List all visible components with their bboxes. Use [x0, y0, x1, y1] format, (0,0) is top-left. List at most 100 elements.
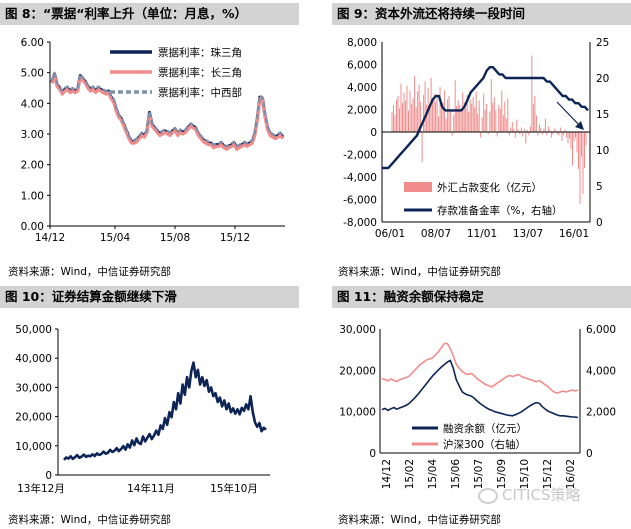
bar [582, 132, 584, 194]
bar [454, 80, 456, 133]
bar [549, 129, 551, 132]
y-tick-label: 6.00 [21, 37, 44, 49]
bar [508, 132, 510, 136]
x-tick-label: 16/01 [559, 228, 589, 240]
source-note-fig10: 资料来源：Wind，中信证券研究部 [8, 514, 171, 526]
x-tick-label: 15/09 [496, 459, 508, 489]
y-tick-label-left: -2,000 [343, 150, 377, 162]
watermark: CITICS策略 [478, 484, 580, 505]
chart-fig8: 0.00 1.00 2.00 3.00 4.00 5.00 6.00 14/12 15/04 15… [21, 37, 285, 244]
bar [567, 132, 569, 144]
bar [400, 83, 402, 132]
x-tick-label: 13年12月 [17, 482, 65, 495]
bar [504, 101, 506, 132]
bar [432, 99, 434, 132]
bar [397, 96, 399, 132]
bar [498, 105, 500, 132]
x-tick-label: 06/01 [375, 228, 405, 240]
y-tick-label-left: -4,000 [343, 172, 377, 184]
bar [510, 127, 512, 132]
bar [538, 124, 540, 132]
x-tick-label: 15年10月 [210, 482, 258, 495]
y-tick-label-right: 20 [596, 73, 609, 85]
bar [474, 107, 476, 132]
bar [442, 102, 444, 133]
y-tick-label-left: 20,000 [339, 365, 376, 377]
bar [475, 91, 477, 132]
bar [522, 132, 524, 137]
x-tick-label: 14年11月 [127, 482, 175, 495]
bar [412, 98, 414, 133]
bar [450, 109, 452, 132]
y-tick-label: 10,000 [15, 441, 52, 453]
x-tick-label: 11/01 [467, 228, 497, 240]
chart-fig9: -8,000 -6,000 -4,000 -2,000 0 2,000 4,000 6,000… [343, 37, 609, 240]
bar [575, 132, 576, 138]
legend-label: 融资余额（亿元） [443, 422, 527, 435]
y-tick-label-right: 0 [586, 448, 593, 460]
bar [517, 129, 519, 132]
x-tick-label: 15/07 [473, 459, 485, 489]
bar [457, 100, 459, 132]
bar [402, 102, 403, 133]
bar [570, 132, 572, 149]
y-tick-label-right: 4,000 [586, 365, 616, 377]
bar [564, 129, 566, 132]
bar [552, 132, 554, 135]
bar [559, 127, 561, 132]
x-tick-label: 14/12 [35, 232, 65, 244]
x-tick-label: 15/08 [160, 232, 190, 244]
bar [465, 108, 467, 132]
bar [529, 126, 531, 132]
bar [511, 121, 513, 132]
x-tick-label: 15/06 [450, 459, 462, 490]
bar [460, 110, 462, 132]
x-tick-label: 08/07 [421, 228, 451, 240]
bar [463, 102, 465, 133]
bar [486, 103, 488, 132]
bar [466, 94, 468, 132]
y-tick-label-left: 0 [369, 448, 376, 460]
legend-swatch-bars [404, 182, 432, 192]
y-tick-label-left: 6,000 [347, 60, 377, 72]
legend-label: 票据利率：珠三角 [158, 46, 242, 59]
bar [394, 115, 396, 132]
bar [433, 93, 435, 133]
bar [420, 101, 422, 132]
y-tick-label: 2.00 [21, 160, 44, 172]
bar [584, 132, 585, 168]
y-tick-label: 4.00 [21, 98, 44, 110]
x-tick-label: 13/07 [513, 228, 543, 240]
bar [399, 108, 400, 132]
bar [537, 132, 539, 136]
bar [555, 130, 557, 132]
y-tick-label-right: 0 [596, 217, 603, 229]
x-tick-label: 16/02 [565, 459, 577, 489]
legend-label: 票据利率：中西部 [158, 86, 242, 99]
x-tick-label: 15/04 [427, 459, 439, 490]
series-line-3 [50, 71, 284, 148]
y-tick-label: 50,000 [15, 324, 52, 336]
bar [421, 132, 423, 163]
bar [483, 93, 485, 133]
y-tick-label-left: 10,000 [339, 407, 376, 419]
y-tick-label-left: -8,000 [343, 217, 377, 229]
source-note-fig11: 资料来源：Wind，中信证券研究部 [338, 514, 501, 526]
bar [496, 132, 498, 137]
bar [393, 105, 394, 132]
y-tick-label-left: -6,000 [343, 195, 377, 207]
bar [472, 97, 474, 132]
bar [569, 132, 570, 139]
y-tick-label-right: 10 [596, 145, 609, 157]
legend-label: 存款准备金率（%，右轴） [437, 204, 562, 217]
watermark-text: CITICS策略 [502, 486, 581, 504]
series-line-1 [381, 359, 579, 419]
bar [534, 96, 536, 132]
bar [546, 132, 548, 136]
bar [541, 132, 543, 135]
bar [519, 132, 521, 135]
bar [417, 91, 419, 132]
bar [414, 75, 416, 133]
bar [495, 110, 497, 132]
bar [528, 132, 530, 136]
